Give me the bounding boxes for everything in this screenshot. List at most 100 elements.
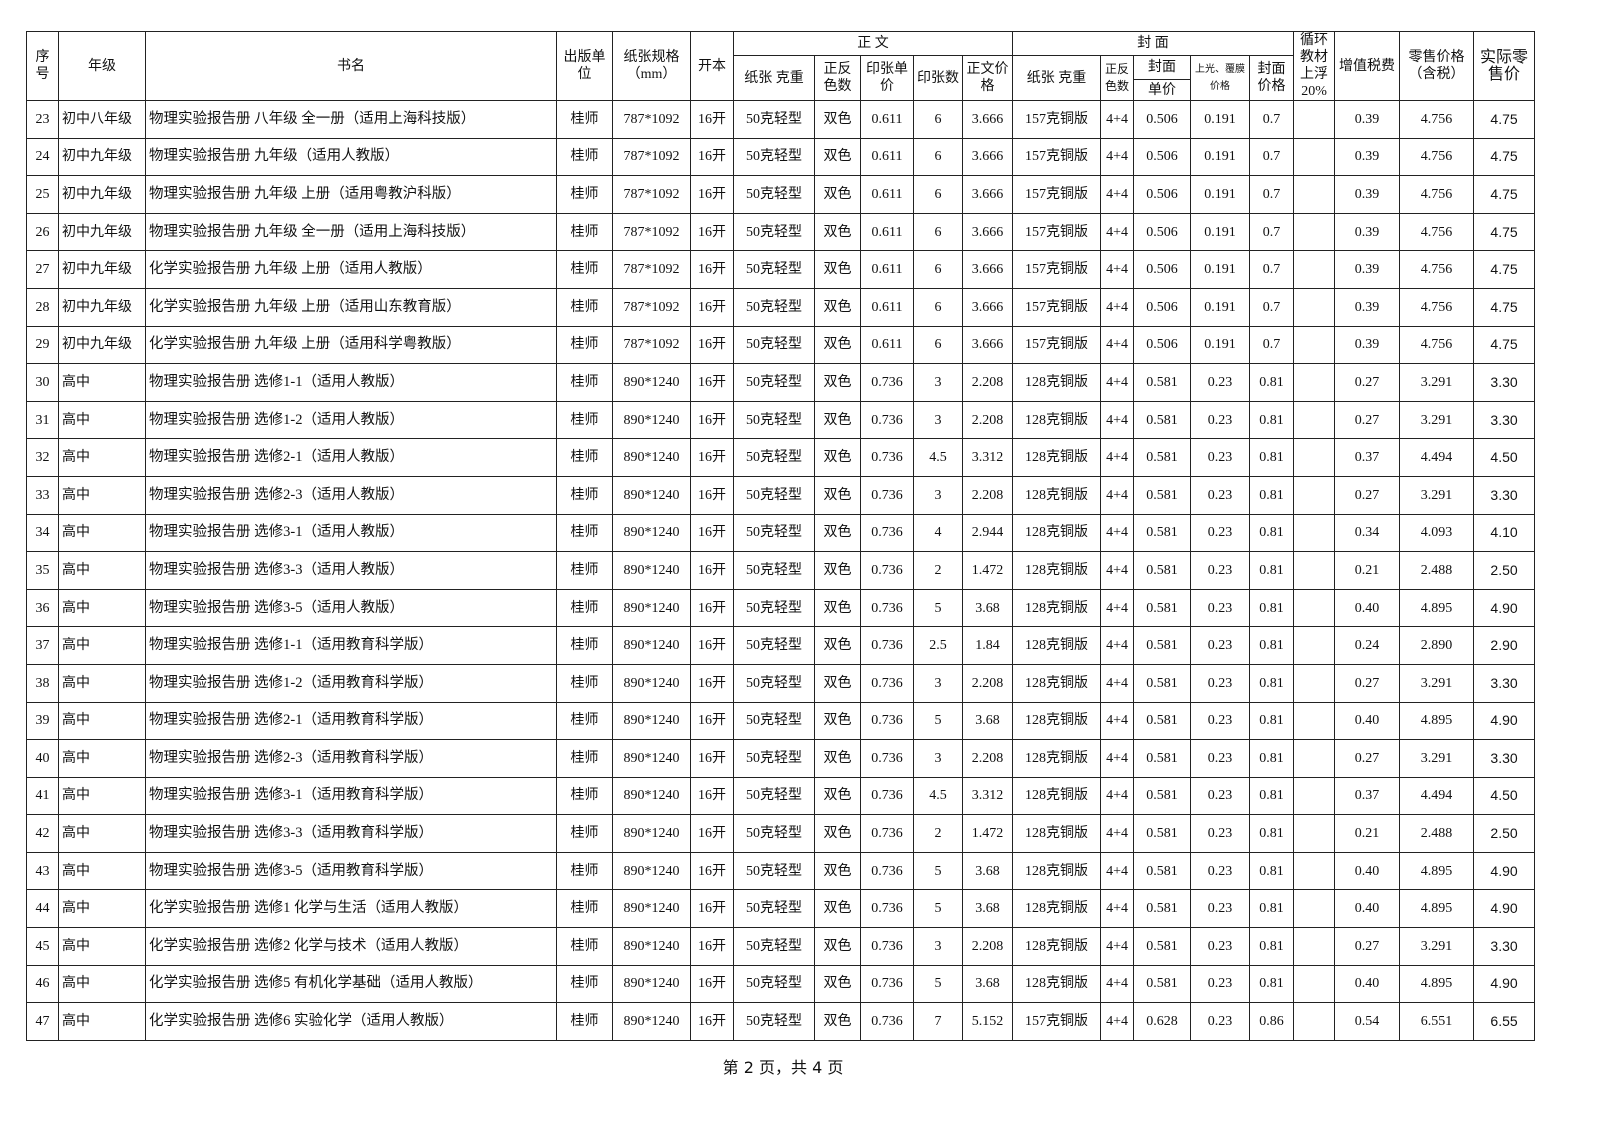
cell-paper-size: 890*1240 bbox=[612, 927, 691, 966]
cell-vat: 0.54 bbox=[1334, 1002, 1401, 1041]
cell-body-price: 2.944 bbox=[961, 513, 1014, 553]
cell-paper-size: 787*1092 bbox=[612, 100, 691, 139]
cell-body-paper: 50克轻型 bbox=[733, 1002, 815, 1041]
cell-actual-retail: 3.30 bbox=[1473, 663, 1536, 703]
cell-retail: 3.291 bbox=[1399, 739, 1475, 778]
cell-cover-lamination: 0.23 bbox=[1190, 701, 1251, 741]
cell-seq: 36 bbox=[26, 588, 59, 628]
col-seq: 序号 bbox=[26, 31, 59, 101]
cell-body-price: 3.666 bbox=[961, 100, 1014, 139]
cell-cover-price: 0.7 bbox=[1249, 325, 1295, 365]
table-row: 37 高中 物理实验报告册 选修1-1（适用教育科学版） 桂师 890*1240 16开 5… bbox=[26, 626, 1536, 665]
cell-publisher: 桂师 bbox=[556, 400, 613, 440]
cell-recycle bbox=[1293, 551, 1336, 590]
cell-retail: 2.488 bbox=[1399, 814, 1475, 853]
cell-actual-retail: 4.75 bbox=[1473, 100, 1536, 139]
cell-retail: 4.494 bbox=[1399, 438, 1475, 477]
cell-body-colors: 双色 bbox=[814, 250, 861, 289]
cell-retail: 4.895 bbox=[1399, 588, 1475, 628]
cell-format: 16开 bbox=[690, 287, 734, 327]
cell-vat: 0.39 bbox=[1334, 175, 1401, 214]
cell-cover-colors: 4+4 bbox=[1100, 927, 1135, 966]
cell-body-paper: 50克轻型 bbox=[733, 626, 815, 665]
cell-body-paper: 50克轻型 bbox=[733, 475, 815, 515]
cell-paper-size: 890*1240 bbox=[612, 438, 691, 477]
cell-cover-unit-price: 0.581 bbox=[1133, 814, 1192, 853]
cell-title: 化学实验报告册 九年级 上册（适用人教版） bbox=[145, 250, 557, 289]
cell-body-sheets: 3 bbox=[913, 475, 963, 515]
cell-grade: 初中九年级 bbox=[58, 175, 146, 214]
cell-vat: 0.40 bbox=[1334, 851, 1401, 891]
table-row: 33 高中 物理实验报告册 选修2-3（适用人教版） 桂师 890*1240 16开 50克… bbox=[26, 475, 1536, 515]
cell-cover-colors: 4+4 bbox=[1100, 400, 1135, 440]
cell-cover-colors: 4+4 bbox=[1100, 663, 1135, 703]
cell-publisher: 桂师 bbox=[556, 701, 613, 741]
cell-body-sheet-price: 0.736 bbox=[860, 964, 914, 1004]
cell-cover-colors: 4+4 bbox=[1100, 100, 1135, 139]
cell-format: 16开 bbox=[690, 1002, 734, 1041]
cell-body-sheets: 2.5 bbox=[913, 626, 963, 665]
cell-body-sheets: 5 bbox=[913, 889, 963, 929]
cell-actual-retail: 2.50 bbox=[1473, 814, 1536, 853]
cell-cover-unit-price: 0.506 bbox=[1133, 137, 1192, 177]
cell-grade: 高中 bbox=[58, 588, 146, 628]
table-row: 28 初中九年级 化学实验报告册 九年级 上册（适用山东教育版） 桂师 787*1092… bbox=[26, 287, 1536, 327]
cell-cover-paper: 157克铜版 bbox=[1012, 287, 1102, 327]
cell-body-colors: 双色 bbox=[814, 851, 861, 891]
cell-body-sheets: 6 bbox=[913, 287, 963, 327]
col-publisher: 出版单位 bbox=[556, 31, 613, 101]
cell-recycle bbox=[1293, 250, 1336, 289]
cell-title: 物理实验报告册 选修1-2（适用教育科学版） bbox=[145, 663, 557, 703]
cell-paper-size: 890*1240 bbox=[612, 475, 691, 515]
cell-recycle bbox=[1293, 475, 1336, 515]
cell-title: 物理实验报告册 选修1-1（适用教育科学版） bbox=[145, 626, 557, 665]
cell-recycle bbox=[1293, 513, 1336, 553]
cell-paper-size: 890*1240 bbox=[612, 1002, 691, 1041]
cell-publisher: 桂师 bbox=[556, 513, 613, 553]
cell-body-paper: 50克轻型 bbox=[733, 588, 815, 628]
cell-cover-lamination: 0.191 bbox=[1190, 287, 1251, 327]
cell-grade: 高中 bbox=[58, 400, 146, 440]
cell-body-price: 2.208 bbox=[961, 663, 1014, 703]
cell-publisher: 桂师 bbox=[556, 137, 613, 177]
cell-cover-paper: 128克铜版 bbox=[1012, 889, 1102, 929]
cell-paper-size: 890*1240 bbox=[612, 889, 691, 929]
cell-seq: 30 bbox=[26, 363, 59, 402]
col-paper-size: 纸张规格（mm） bbox=[612, 31, 691, 101]
cell-cover-lamination: 0.23 bbox=[1190, 438, 1251, 477]
cell-cover-colors: 4+4 bbox=[1100, 588, 1135, 628]
cell-grade: 高中 bbox=[58, 475, 146, 515]
cell-cover-paper: 128克铜版 bbox=[1012, 927, 1102, 966]
cell-grade: 高中 bbox=[58, 776, 146, 816]
cell-body-colors: 双色 bbox=[814, 100, 861, 139]
cell-body-sheet-price: 0.736 bbox=[860, 851, 914, 891]
cell-cover-price: 0.7 bbox=[1249, 250, 1295, 289]
cell-body-price: 1.472 bbox=[961, 814, 1014, 853]
page-number: 第 2 页，共 4 页 bbox=[722, 1058, 844, 1077]
cell-body-price: 3.666 bbox=[961, 212, 1014, 252]
cell-publisher: 桂师 bbox=[556, 325, 613, 365]
cell-seq: 45 bbox=[26, 927, 59, 966]
cell-cover-colors: 4+4 bbox=[1100, 513, 1135, 553]
cell-paper-size: 787*1092 bbox=[612, 137, 691, 177]
cell-publisher: 桂师 bbox=[556, 551, 613, 590]
cell-retail: 4.756 bbox=[1399, 212, 1475, 252]
cell-body-colors: 双色 bbox=[814, 551, 861, 590]
cell-body-sheet-price: 0.736 bbox=[860, 889, 914, 929]
cell-format: 16开 bbox=[690, 814, 734, 853]
cell-body-colors: 双色 bbox=[814, 776, 861, 816]
cell-recycle bbox=[1293, 1002, 1336, 1041]
cell-cover-unit-price: 0.506 bbox=[1133, 175, 1192, 214]
cell-cover-colors: 4+4 bbox=[1100, 814, 1135, 853]
cell-body-colors: 双色 bbox=[814, 325, 861, 365]
cell-vat: 0.39 bbox=[1334, 137, 1401, 177]
cell-cover-paper: 128克铜版 bbox=[1012, 739, 1102, 778]
cell-format: 16开 bbox=[690, 927, 734, 966]
cell-retail: 3.291 bbox=[1399, 475, 1475, 515]
cell-body-sheet-price: 0.736 bbox=[860, 701, 914, 741]
cell-grade: 高中 bbox=[58, 701, 146, 741]
cell-actual-retail: 4.90 bbox=[1473, 701, 1536, 741]
cell-recycle bbox=[1293, 363, 1336, 402]
cell-body-paper: 50克轻型 bbox=[733, 964, 815, 1004]
cell-cover-paper: 128克铜版 bbox=[1012, 626, 1102, 665]
